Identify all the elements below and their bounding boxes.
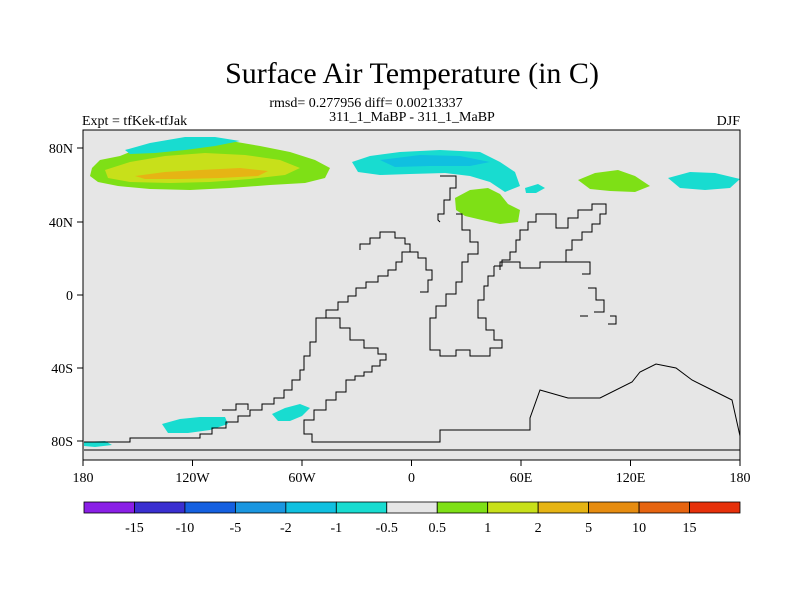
colorbar-swatch [83, 501, 135, 514]
y-tick-label: 0 [66, 289, 73, 304]
warm-region-europe [455, 188, 520, 224]
x-tick-label: 180 [730, 471, 751, 486]
x-tick-label: 120E [616, 471, 646, 486]
x-tick-label: 60W [288, 471, 316, 486]
colorbar-label: 1 [484, 521, 491, 536]
colorbar-swatch [234, 501, 287, 514]
warm-region-siberia [578, 170, 650, 192]
colorbar-label: 10 [632, 521, 646, 536]
colorbar-label: -0.5 [376, 521, 398, 536]
coastline-greenland [437, 175, 457, 223]
x-tick-label: 120W [175, 471, 210, 486]
colorbar-label: -5 [230, 521, 242, 536]
colorbar-swatch [134, 501, 186, 514]
x-axis-labels: 180 120W 60W 0 60E 120E 180 [73, 471, 751, 486]
cool-region-arctic-pacific [125, 137, 240, 154]
x-tick-label: 60E [510, 471, 533, 486]
colorbar-swatch [689, 501, 741, 514]
stats-line: rmsd= 0.277956 diff= 0.00213337 [269, 96, 462, 111]
colorbar-swatch [386, 501, 438, 514]
coastline-southeast-asia [566, 261, 591, 275]
y-tick-label: 40N [49, 216, 73, 231]
colorbar-label: 15 [683, 521, 697, 536]
cool-region-north-atlantic-core [380, 155, 490, 167]
coastline-eurasia [494, 203, 607, 270]
colorbar-swatch [537, 501, 590, 514]
colorbar-label: 5 [585, 521, 592, 536]
coastline-islands [580, 287, 617, 325]
coastline-africa [429, 213, 503, 357]
x-tick-label: 0 [408, 471, 415, 486]
colorbar: -15 -10 -5 -2 -1 -0.5 0.5 1 2 5 10 15 [83, 501, 741, 536]
figure-title: Surface Air Temperature (in C) [225, 57, 599, 90]
coastline-south-america [303, 317, 387, 443]
anomaly-fields [84, 137, 740, 447]
left-label: Expt = tfKek-tfJak [82, 114, 187, 129]
colorbar-swatch [436, 501, 489, 514]
warm-region-north-pacific-peak [135, 168, 268, 179]
y-tick-label: 80N [49, 142, 73, 157]
colorbar-swatch [487, 501, 539, 514]
center-label: 311_1_MaBP - 311_1_MaBP [329, 110, 495, 125]
coastline-americas [84, 231, 411, 443]
coastlines [84, 175, 741, 451]
colorbar-swatch [335, 501, 388, 514]
map-panel [77, 129, 741, 466]
colorbar-swatch [184, 501, 236, 514]
colorbar-swatch [588, 501, 640, 514]
colorbar-label: -2 [280, 521, 292, 536]
colorbar-label: -10 [176, 521, 195, 536]
colorbar-label: -1 [330, 521, 342, 536]
cool-region-scandinavia [525, 184, 545, 193]
cool-region-nw-pacific [668, 172, 740, 190]
coastline-south-georgia [222, 403, 249, 411]
colorbar-swatch [638, 501, 690, 514]
x-tick-label: 180 [73, 471, 94, 486]
coastline-north-america-east [410, 251, 433, 293]
colorbar-label: -15 [125, 521, 144, 536]
colorbar-label: 2 [535, 521, 542, 536]
y-tick-label: 80S [51, 435, 73, 450]
colorbar-label: 0.5 [428, 521, 446, 536]
tick-marks [77, 147, 741, 466]
y-axis-labels: 80N 40N 0 40S 80S [49, 142, 73, 450]
y-tick-label: 40S [51, 362, 73, 377]
colorbar-swatch [285, 501, 337, 514]
coastline-australia-antarctic [84, 363, 741, 451]
right-label: DJF [717, 114, 741, 129]
cool-region-south-america [272, 404, 310, 421]
